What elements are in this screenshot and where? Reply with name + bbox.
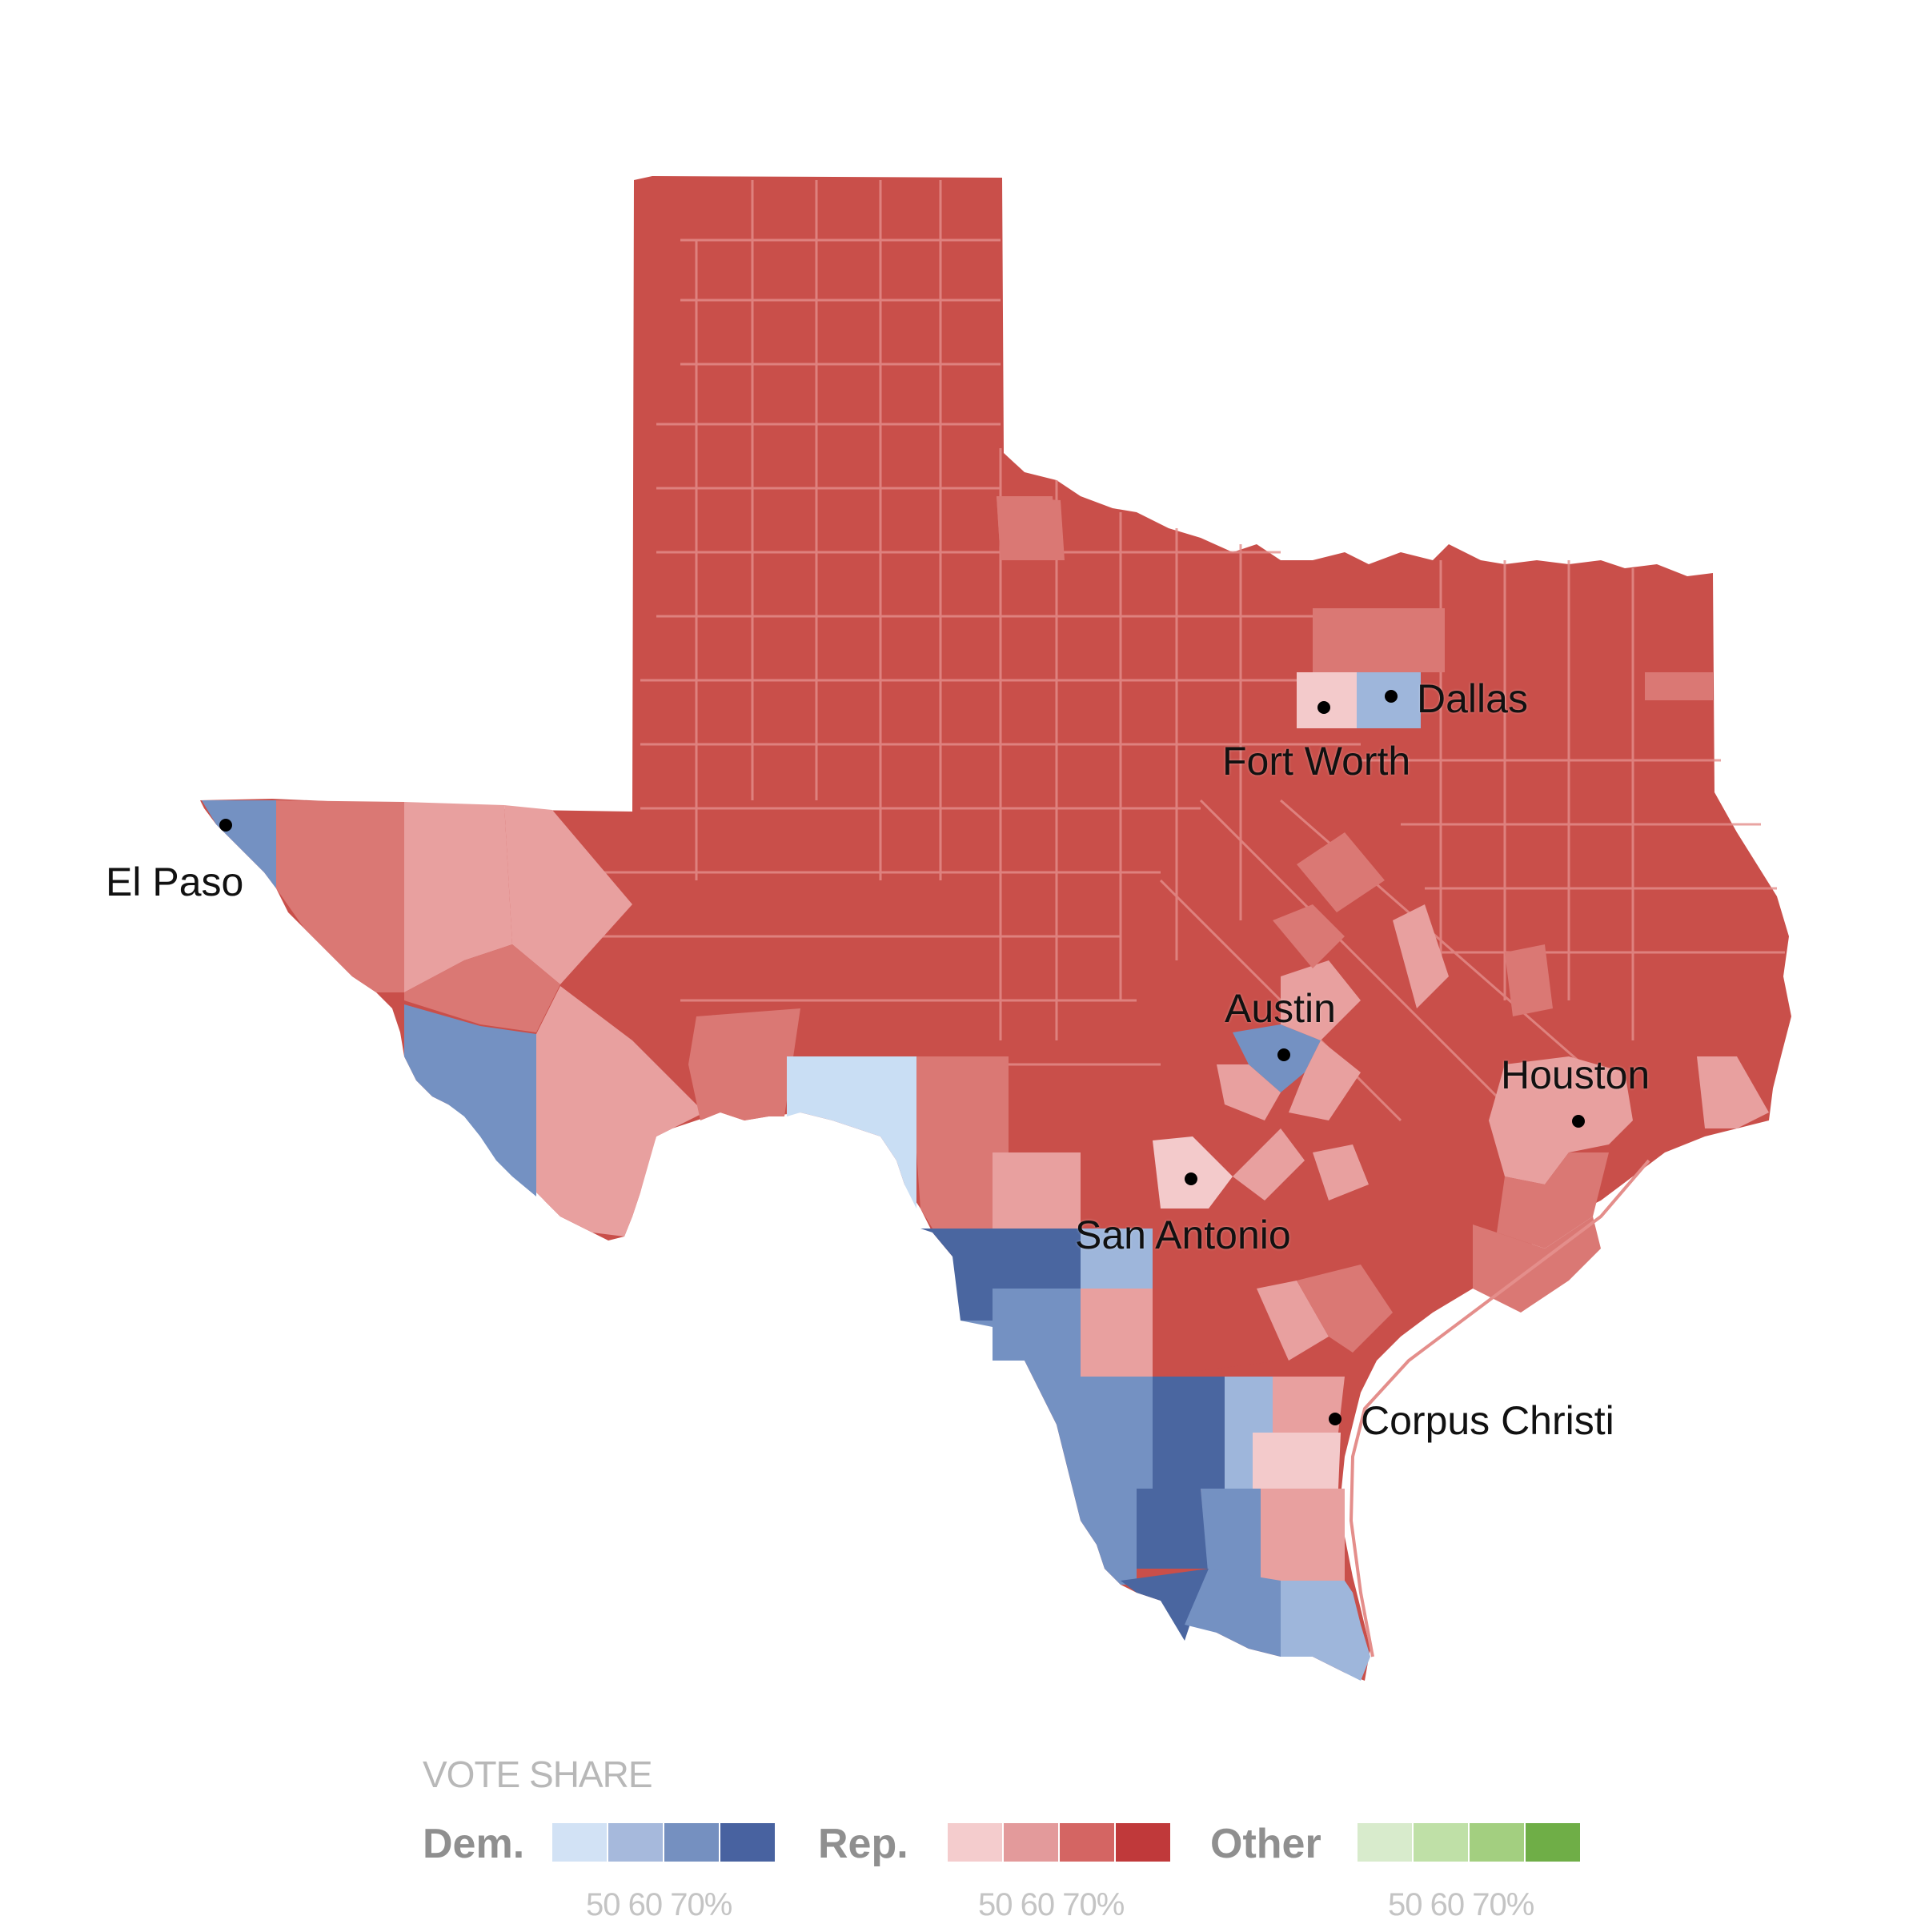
county-hays (1217, 1064, 1281, 1120)
swatch-other-2 (1414, 1823, 1468, 1862)
county-webb-north (920, 1229, 1081, 1321)
county-culberson (404, 802, 512, 992)
county-mclennan (1273, 904, 1345, 968)
county-denton (1313, 608, 1377, 672)
county-duval (1153, 1377, 1225, 1489)
county-jefferson (1697, 1056, 1769, 1128)
city-dot-fort-worth (1317, 701, 1330, 714)
swatch-rep-2 (1004, 1823, 1058, 1862)
swatch-other-1 (1358, 1823, 1412, 1862)
county-victoria (1257, 1281, 1329, 1361)
city-label-austin: Austin (1225, 986, 1336, 1031)
legend-swatches-other (1358, 1823, 1582, 1862)
county-harris (1489, 1056, 1633, 1184)
legend-label-other: Other (1210, 1821, 1321, 1867)
legend-swatches-dem (552, 1823, 776, 1862)
county-bastrop (1289, 1040, 1361, 1120)
county-cameron (1281, 1581, 1370, 1681)
county-la-salle (1081, 1229, 1153, 1289)
county-terrell (688, 1008, 800, 1120)
county-wichita (997, 496, 1065, 560)
county-walker (1505, 944, 1553, 1016)
county-presidio (404, 1004, 536, 1196)
swatch-rep-4 (1116, 1823, 1170, 1862)
county-jim-hogg (1137, 1489, 1209, 1569)
county-kinney (916, 1056, 1009, 1152)
county-kleberg (1253, 1433, 1341, 1489)
vote-share-legend: VOTE SHARE Dem. 50 60 70% Rep. 50 60 70%… (423, 1753, 1623, 1929)
county-jeff-davis (504, 805, 632, 984)
county-brazos (1393, 904, 1449, 1008)
county-kenedy (1261, 1489, 1345, 1581)
city-dot-austin (1277, 1048, 1290, 1061)
county-webb (960, 1321, 1153, 1489)
county-nueces (1273, 1377, 1345, 1441)
city-dot-corpus-christi (1329, 1413, 1341, 1425)
county-frio (993, 1152, 1081, 1229)
county-comal (1233, 1128, 1305, 1200)
county-brewster (536, 986, 704, 1237)
texas-county-map (200, 176, 1791, 1681)
county-grayson-east (1645, 672, 1713, 700)
city-label-dallas: Dallas (1417, 676, 1528, 721)
county-maverick-north (916, 1152, 993, 1229)
legend-label-rep: Rep. (818, 1821, 908, 1867)
metro-counties (997, 496, 1769, 1361)
county-bell (1297, 832, 1385, 912)
county-reeves-south (404, 944, 560, 1032)
legend-ticks-rep: 50 60 70% (978, 1887, 1125, 1922)
county-brooks (1201, 1489, 1261, 1581)
legend-ticks-other: 50 60 70% (1388, 1887, 1534, 1922)
county-collin (1377, 608, 1445, 672)
swatch-dem-4 (720, 1823, 775, 1862)
swatch-dem-2 (608, 1823, 663, 1862)
county-travis (1233, 1024, 1321, 1092)
county-calhoun-area (1297, 1265, 1393, 1353)
county-hidalgo (1185, 1569, 1281, 1657)
south-texas-counties (920, 1229, 1370, 1681)
legend-title: VOTE SHARE (423, 1754, 653, 1795)
county-zapata (1073, 1489, 1137, 1585)
swatch-rep-3 (1060, 1823, 1114, 1862)
barrier-island (1349, 1159, 1650, 1657)
legend-label-dem: Dem. (423, 1821, 525, 1867)
city-label-houston: Houston (1501, 1052, 1650, 1097)
swatch-other-4 (1526, 1823, 1580, 1862)
west-texas-counties (202, 496, 1081, 1237)
county-tarrant (1297, 672, 1357, 728)
county-live-oak (1153, 1289, 1281, 1377)
legend-swatches-rep (948, 1823, 1172, 1862)
city-label-san-antonio: San Antonio (1075, 1213, 1291, 1257)
city-dot-el-paso (219, 819, 232, 832)
county-gonzales (1313, 1144, 1369, 1200)
texas-state-shape (200, 176, 1791, 1681)
swatch-dem-1 (552, 1823, 607, 1862)
city-dot-dallas (1385, 690, 1398, 703)
swatch-dem-3 (664, 1823, 719, 1862)
county-mcmullen (1081, 1289, 1153, 1377)
county-val-verde (787, 1056, 916, 1209)
city-label-fort-worth: Fort Worth (1222, 739, 1411, 784)
city-dot-houston (1572, 1115, 1585, 1128)
county-hudspeth (276, 800, 404, 992)
city-label-corpus-christi: Corpus Christi (1361, 1398, 1614, 1443)
swatch-other-3 (1470, 1823, 1524, 1862)
legend-ticks-dem: 50 60 70% (586, 1887, 732, 1922)
county-williamson (1281, 960, 1361, 1040)
swatch-rep-1 (948, 1823, 1002, 1862)
city-label-el-paso: El Paso (106, 860, 244, 904)
city-dot-san-antonio (1185, 1172, 1197, 1185)
